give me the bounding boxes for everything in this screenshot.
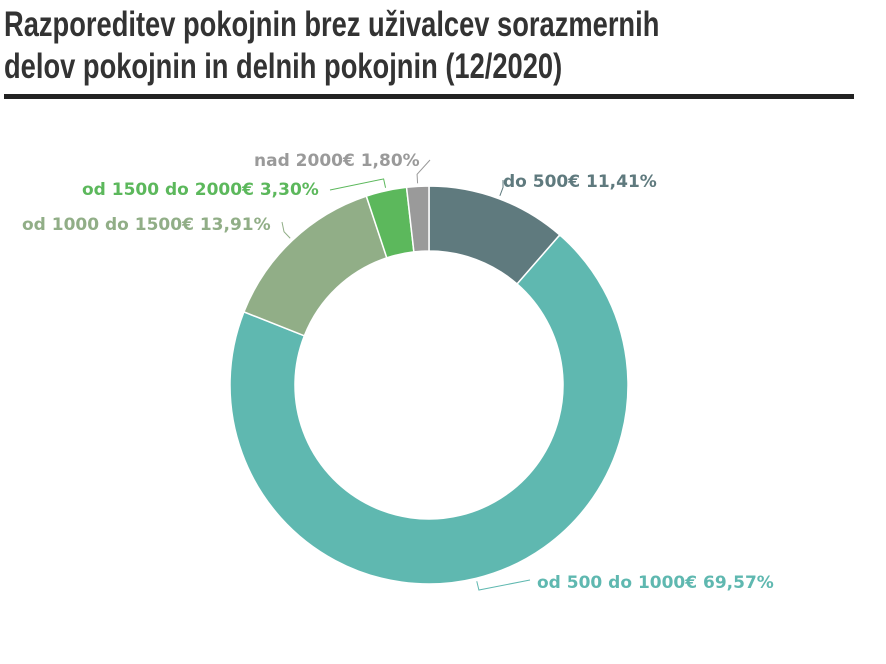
- title-line-2: delov pokojnin in delnih pokojnin (12/20…: [4, 47, 563, 86]
- leader-line-do-500: [499, 179, 504, 197]
- leader-line-od-1000-do-1500: [281, 221, 291, 239]
- leader-line-nad-2000: [416, 159, 431, 184]
- label-od-1500-do-2000: od 1500 do 2000€ 3,30%: [82, 180, 319, 200]
- leader-line-od-1500-do-2000: [329, 178, 387, 191]
- chart-title: Razporeditev pokojnin brez uživalcev sor…: [4, 4, 862, 88]
- leader-line-od-500-do-1000: [476, 579, 531, 591]
- slice-nad-2000[interactable]: [405, 185, 430, 253]
- title-line-1: Razporeditev pokojnin brez uživalcev sor…: [4, 5, 660, 44]
- label-od-500-do-1000: od 500 do 1000€ 69,57%: [537, 573, 774, 593]
- label-nad-2000: nad 2000€ 1,80%: [254, 151, 420, 171]
- title-divider: [4, 94, 854, 99]
- label-od-1000-do-1500: od 1000 do 1500€ 13,91%: [22, 215, 271, 235]
- label-do-500: do 500€ 11,41%: [503, 172, 657, 192]
- slice-od-500-do-1000[interactable]: [229, 233, 629, 585]
